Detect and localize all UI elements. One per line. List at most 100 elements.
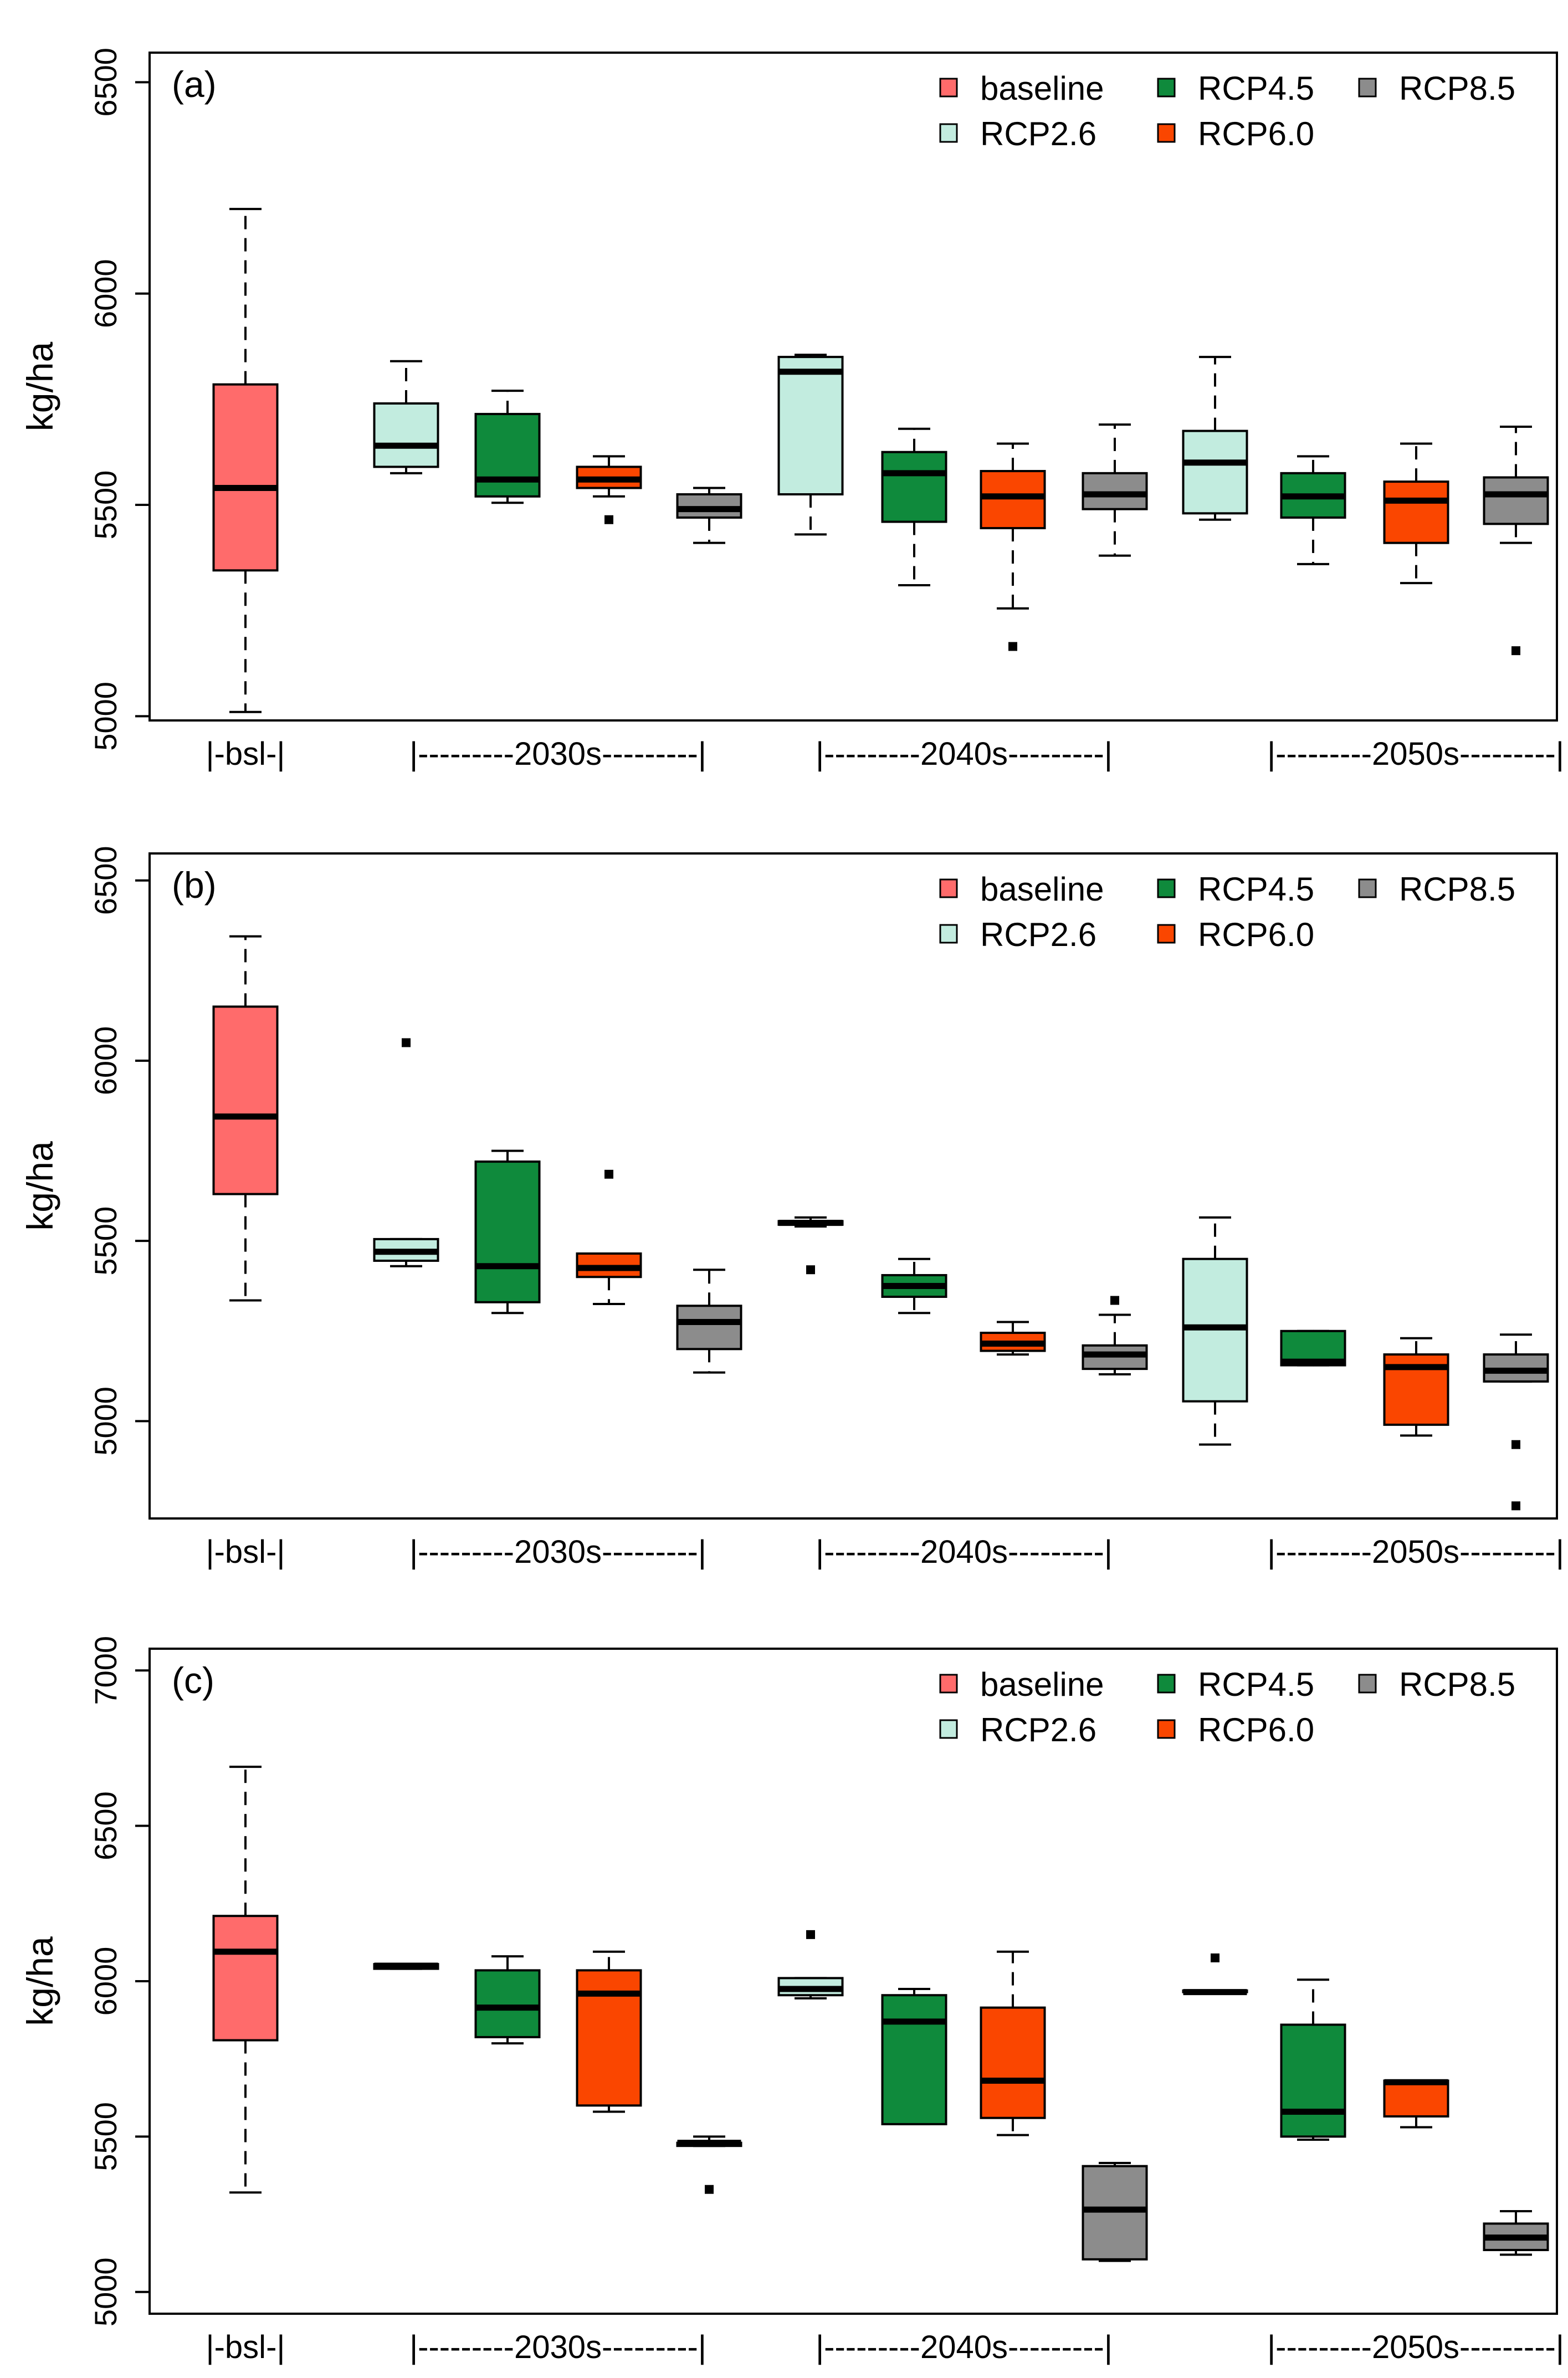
legend-entry: RCP6.0	[1198, 115, 1314, 152]
plot-frame	[148, 852, 1558, 1520]
outlier-point	[1008, 642, 1017, 651]
box-RCP2.6-2030s	[373, 1962, 439, 1970]
y-tick-label: 5000	[88, 2257, 123, 2326]
box-RCP8.5-2040s	[1082, 2162, 1148, 2262]
legend-entry: RCP2.6	[980, 1711, 1096, 1748]
legend-swatch	[1358, 1674, 1377, 1694]
outlier-point	[402, 1038, 411, 1047]
box-body	[980, 2006, 1046, 2119]
legend-entry: baseline	[980, 871, 1104, 908]
panel-label: (a)	[172, 64, 217, 105]
box-RCP2.6-2050s	[1182, 356, 1248, 521]
box-RCP6.0-2040s	[980, 1321, 1046, 1356]
box-RCP2.6-2050s	[1182, 1216, 1248, 1446]
box-RCP4.5-2030s	[474, 390, 541, 504]
group-label: |---------2050s---------|	[1267, 736, 1564, 772]
legend-swatch	[1157, 924, 1176, 944]
box-RCP2.6-2050s	[1182, 1953, 1248, 1996]
box-body	[676, 1305, 742, 1351]
group-label: |---------2050s---------|	[1267, 1534, 1564, 1570]
box-body	[881, 451, 947, 523]
y-tick-label: 7000	[88, 1636, 123, 1705]
y-tick-label: 6500	[88, 846, 123, 915]
y-tick-label: 6000	[88, 1026, 123, 1096]
panel-a: 5000 5500 6000 6500 kg/ha (a) |-bsl-| |--------…	[19, 48, 1564, 772]
box-body	[373, 402, 439, 468]
legend-entry: RCP4.5	[1198, 1666, 1314, 1703]
legend-swatch	[1157, 78, 1176, 98]
box-baseline-bsl	[212, 1766, 279, 2194]
box-body	[474, 413, 541, 498]
box-RCP8.5-2050s	[1483, 425, 1549, 656]
box-RCP8.5-2050s	[1483, 1333, 1549, 1511]
outlier-point	[705, 2185, 714, 2194]
legend-entry: baseline	[980, 1666, 1104, 1703]
legend-swatch	[1358, 78, 1377, 98]
panel-label: (c)	[172, 1660, 214, 1701]
box-body	[1483, 476, 1549, 525]
box-RCP6.0-2040s	[980, 1950, 1046, 2136]
group-label: |---------2040s---------|	[816, 2329, 1113, 2365]
legend-entry: RCP4.5	[1198, 70, 1314, 107]
panel-label: (b)	[172, 865, 217, 906]
y-axis-label: kg/ha	[19, 1141, 60, 1231]
y-tick-label: 5500	[88, 1206, 123, 1276]
legend-entry: RCP8.5	[1399, 1666, 1515, 1703]
box-RCP4.5-2050s	[1280, 455, 1346, 565]
box-RCP6.0-2050s	[1383, 1337, 1449, 1437]
box-RCP8.5-2050s	[1483, 2210, 1549, 2256]
box-RCP8.5-2040s	[1082, 1296, 1148, 1375]
group-label: |---------2040s---------|	[816, 736, 1113, 772]
box-body	[1082, 2165, 1148, 2261]
group-label: |---------2040s---------|	[816, 1534, 1113, 1570]
legend-swatch	[939, 1674, 958, 1694]
box-RCP6.0-2050s	[1383, 442, 1449, 585]
y-tick-label: 6000	[88, 259, 123, 328]
box-RCP8.5-2030s	[676, 1269, 742, 1374]
box-RCP2.6-2030s	[373, 360, 439, 474]
box-RCP4.5-2050s	[1280, 1978, 1346, 2141]
y-tick-label: 5000	[88, 682, 123, 751]
legend-entry: RCP6.0	[1198, 1711, 1314, 1748]
group-label: |---------2030s---------|	[409, 2329, 706, 2365]
legend-swatch	[1157, 1719, 1176, 1739]
outlier-point	[806, 1930, 815, 1939]
outlier-point	[1110, 1296, 1119, 1305]
box-baseline-bsl	[212, 935, 279, 1302]
outlier-point	[1211, 1953, 1219, 1962]
outlier-point	[1511, 1440, 1520, 1449]
plot-frame	[148, 1648, 1558, 2315]
box-RCP8.5-2040s	[1082, 423, 1148, 557]
box-RCP2.6-2040s	[777, 1930, 844, 1999]
box-RCP8.5-2030s	[676, 487, 742, 544]
legend-swatch	[939, 78, 958, 98]
y-tick-label: 6500	[88, 48, 123, 117]
y-tick-label: 5500	[88, 2102, 123, 2171]
box-RCP4.5-2040s	[881, 427, 947, 586]
panel-b: 5000 5500 6000 6500 kg/ha (b) |-bsl-| |--------…	[19, 846, 1564, 1570]
y-tick-label: 5000	[88, 1387, 123, 1456]
box-body	[777, 356, 844, 495]
legend-swatch	[939, 878, 958, 898]
y-tick-label: 6500	[88, 1791, 123, 1860]
box-RCP4.5-2030s	[474, 1955, 541, 2045]
legend-entry: RCP4.5	[1198, 871, 1314, 908]
box-RCP6.0-2030s	[576, 1950, 642, 2113]
box-body	[1082, 472, 1148, 510]
legend-swatch	[939, 123, 958, 143]
legend-swatch	[1157, 1674, 1176, 1694]
box-body	[676, 493, 742, 519]
outlier-point	[806, 1265, 815, 1275]
box-body	[474, 1160, 541, 1303]
box-RCP6.0-2030s	[576, 1169, 642, 1306]
box-body	[1280, 2023, 1346, 2138]
plot-frame	[148, 52, 1558, 722]
box-RCP4.5-2030s	[474, 1149, 541, 1315]
box-baseline-bsl	[212, 208, 279, 713]
group-label: |-bsl-|	[206, 1534, 285, 1570]
legend-swatch	[1358, 878, 1377, 898]
box-body	[474, 1969, 541, 2038]
group-label: |-bsl-|	[206, 2329, 285, 2365]
legend-entry: RCP2.6	[980, 115, 1096, 152]
outlier-point	[604, 515, 613, 524]
